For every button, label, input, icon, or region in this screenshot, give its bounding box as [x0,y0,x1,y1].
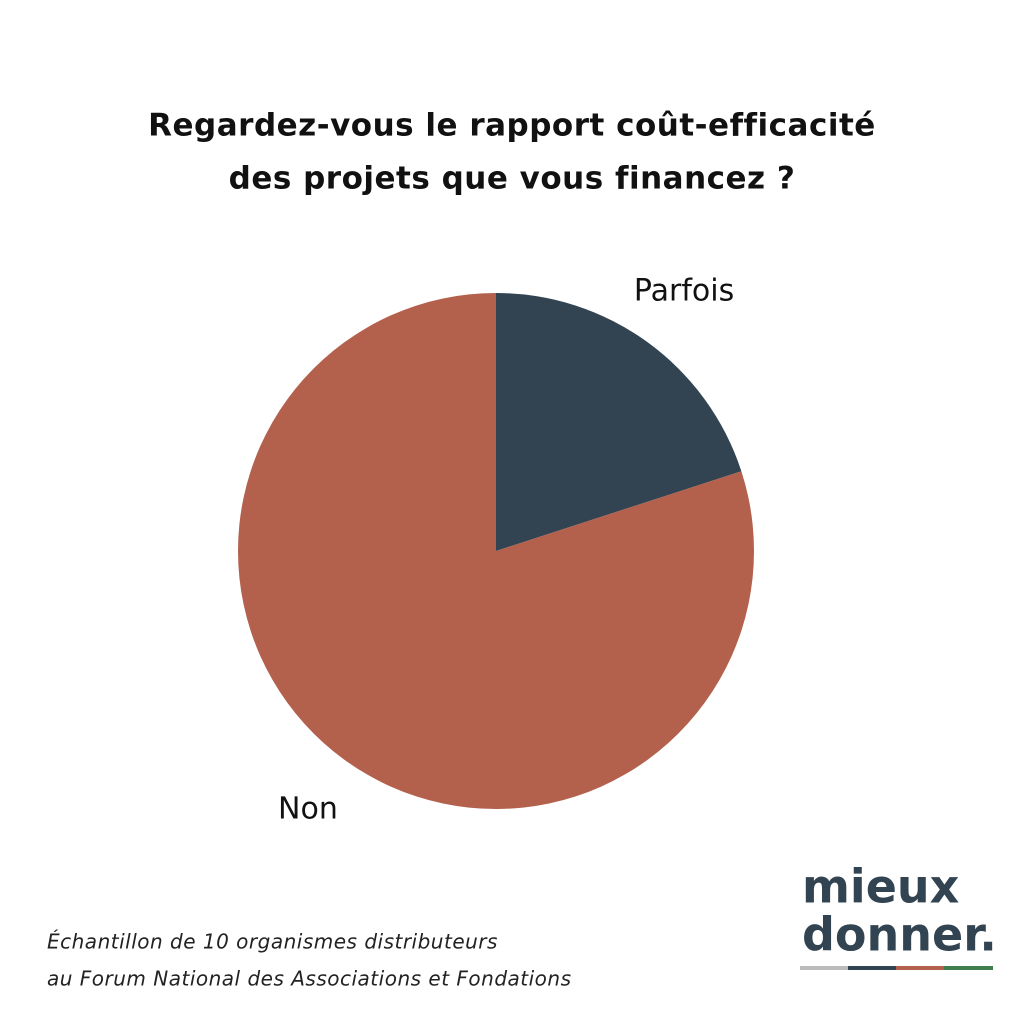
footnote: Échantillon de 10 organismes distributeu… [47,930,498,954]
pie-slice [237,293,755,810]
chart-title: des projets que vous financez ? [229,161,796,197]
logo-text: mieux [802,860,959,914]
logo-bar [944,966,993,970]
slice-label: Non [278,791,338,826]
slice-label: Parfois [634,274,734,309]
pie-slice [496,293,742,551]
logo-bar [896,966,944,970]
logo-bar [800,966,848,970]
logo-text: donner. [802,908,997,962]
chart-title: Regardez-vous le rapport coût-efficacité [148,108,876,144]
footnote: au Forum National des Associations et Fo… [47,967,572,991]
logo: mieux donner. [800,860,997,970]
logo-bar [848,966,896,970]
